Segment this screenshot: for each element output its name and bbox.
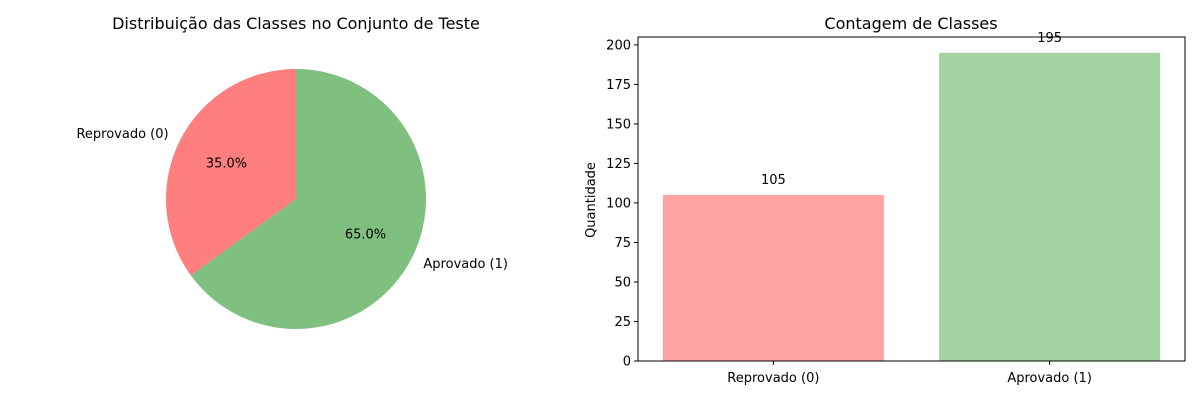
pie-label-reprovado-0: Reprovado (0) (76, 127, 168, 142)
bar-aprovado-1 (939, 52, 1161, 362)
pie-slice-aprovado-1 (190, 69, 427, 329)
y-tick-label-75: 75 (614, 236, 631, 251)
bar-value-labels: 105 195 (761, 31, 1062, 188)
bar-reprovado-0 (662, 195, 884, 361)
x-tick-label-aprovado-1: Aprovado (1) (1007, 371, 1092, 386)
y-tick-label-50: 50 (614, 275, 631, 290)
x-tick-label-reprovado-0: Reprovado (0) (727, 371, 819, 386)
bar-value-label-reprovado-0: 105 (761, 173, 786, 188)
pie-percent-reprovado-0: 35.0% (206, 157, 247, 172)
bar-value-label-aprovado-1: 195 (1037, 31, 1062, 46)
y-tick-label-100: 100 (606, 196, 631, 211)
y-tick-label-150: 150 (606, 117, 631, 132)
pie-label-aprovado-1: Aprovado (1) (423, 257, 508, 272)
pie-slice-reprovado-0 (166, 69, 296, 276)
y-tick-label-175: 175 (606, 78, 631, 93)
pie-percent-aprovado-1: 65.0% (345, 227, 386, 242)
x-axis-ticks: Reprovado (0) Aprovado (1) (727, 361, 1092, 386)
pie-chart: Distribuição das Classes no Conjunto de … (76, 14, 508, 329)
y-tick-label-25: 25 (614, 315, 631, 330)
pie-slices (166, 69, 427, 329)
y-tick-label-0: 0 (623, 355, 631, 370)
y-tick-label-200: 200 (606, 38, 631, 53)
y-axis-ticks: 0 25 50 75 100 125 150 175 200 (606, 38, 638, 370)
pie-labels: Reprovado (0) 35.0% Aprovado (1) 65.0% (76, 127, 508, 272)
plot-frame (637, 36, 1186, 362)
bar-title: Contagem de Classes (824, 14, 997, 33)
pie-title: Distribuição das Classes no Conjunto de … (112, 14, 480, 33)
y-tick-label-125: 125 (606, 157, 631, 172)
bar-bars (662, 52, 1161, 362)
y-axis-label: Quantidade (584, 162, 599, 238)
bar-chart: Contagem de Classes 0 25 50 75 100 125 150 175 2… (584, 14, 1186, 386)
